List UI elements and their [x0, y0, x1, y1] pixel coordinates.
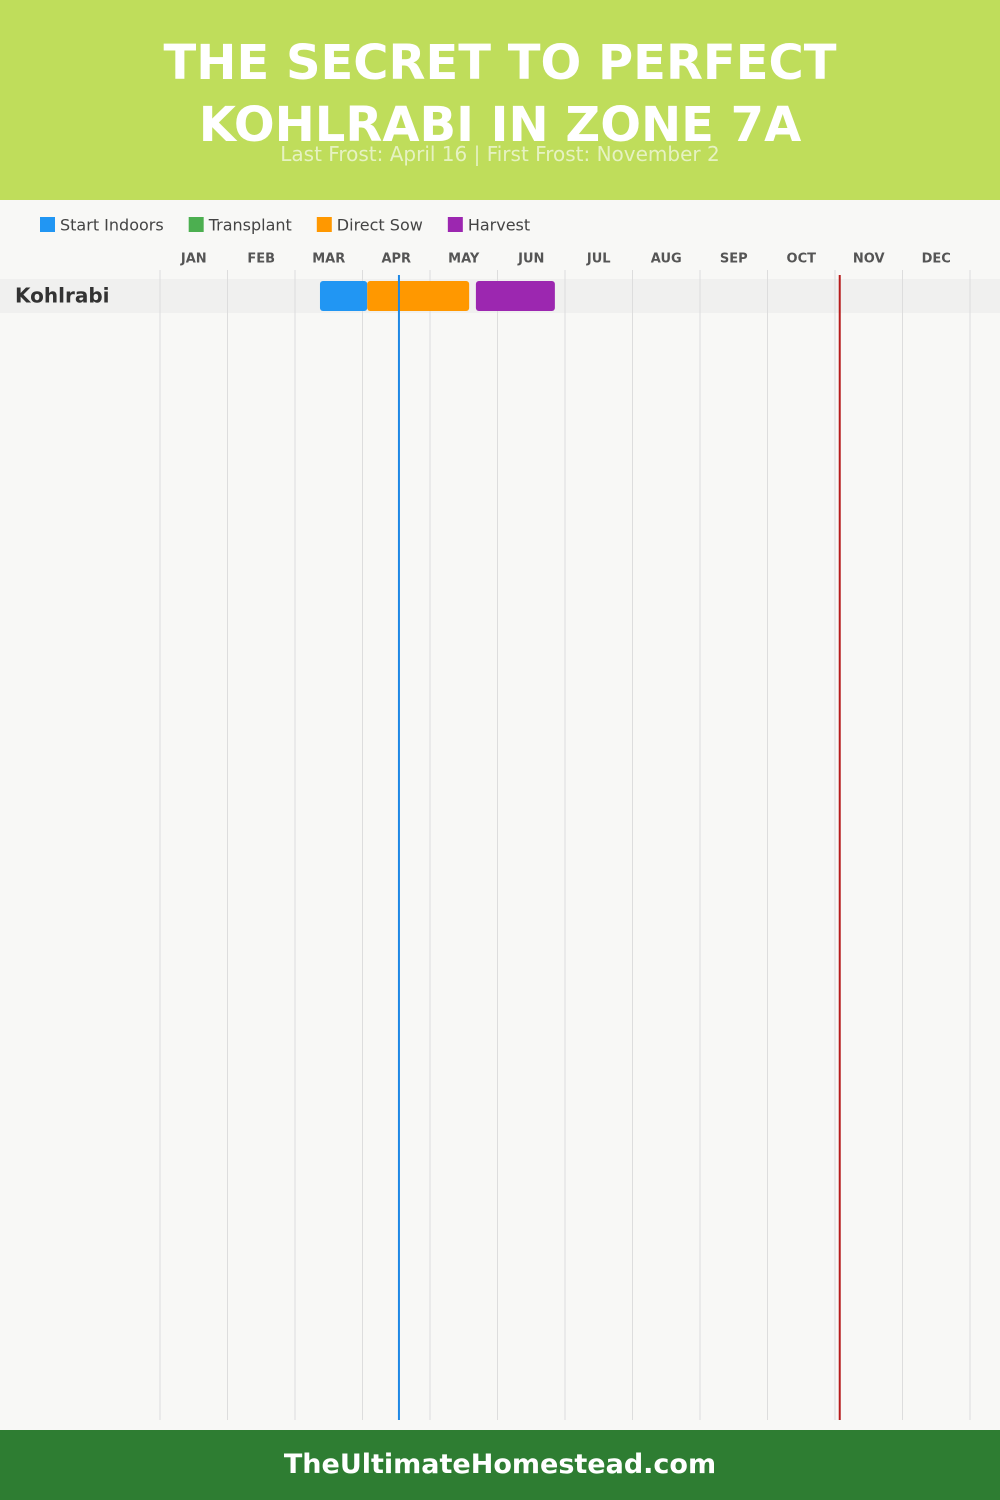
- x-tick-label: JUN: [517, 252, 544, 267]
- x-tick-label: MAR: [312, 252, 345, 267]
- legend-swatch: [188, 217, 204, 232]
- task-bar: [319, 281, 368, 311]
- x-tick-label: SEP: [720, 252, 748, 267]
- legend-label: Transplant: [208, 216, 292, 235]
- footer: TheUltimateHomestead.com: [0, 1430, 1000, 1500]
- x-tick-label: JAN: [180, 252, 207, 267]
- x-tick-label: JUL: [586, 252, 611, 267]
- x-tick-label: MAY: [448, 252, 480, 267]
- task-bar: [475, 281, 555, 311]
- header: THE SECRET TO PERFECT KOHLRABI IN ZONE 7…: [0, 0, 1000, 200]
- legend-label: Harvest: [468, 216, 530, 235]
- x-tick-label: FEB: [247, 252, 275, 267]
- legend-swatch: [316, 217, 332, 232]
- x-tick-label: AUG: [651, 252, 682, 267]
- x-tick-label: DEC: [922, 252, 951, 267]
- chart: Kohlrabi JAN FEB MAR APR MAY JUN JUL AUG SEP OCT NO…: [0, 216, 1000, 1420]
- legend-swatch: [40, 217, 55, 232]
- chart-subtitle: Last Frost: April 16 | First Frost: Nove…: [280, 142, 720, 166]
- legend-swatch: [447, 217, 463, 232]
- row-label: Kohlrabi: [15, 284, 110, 308]
- chart-title: THE SECRET TO PERFECT KOHLRABI IN ZONE 7…: [163, 35, 837, 153]
- legend-label: Direct Sow: [337, 216, 423, 235]
- task-bar: [367, 281, 470, 311]
- x-tick-label: OCT: [787, 252, 817, 267]
- legend-label: Start Indoors: [60, 216, 164, 235]
- x-tick-label: NOV: [853, 252, 885, 267]
- x-tick-label: APR: [381, 252, 411, 267]
